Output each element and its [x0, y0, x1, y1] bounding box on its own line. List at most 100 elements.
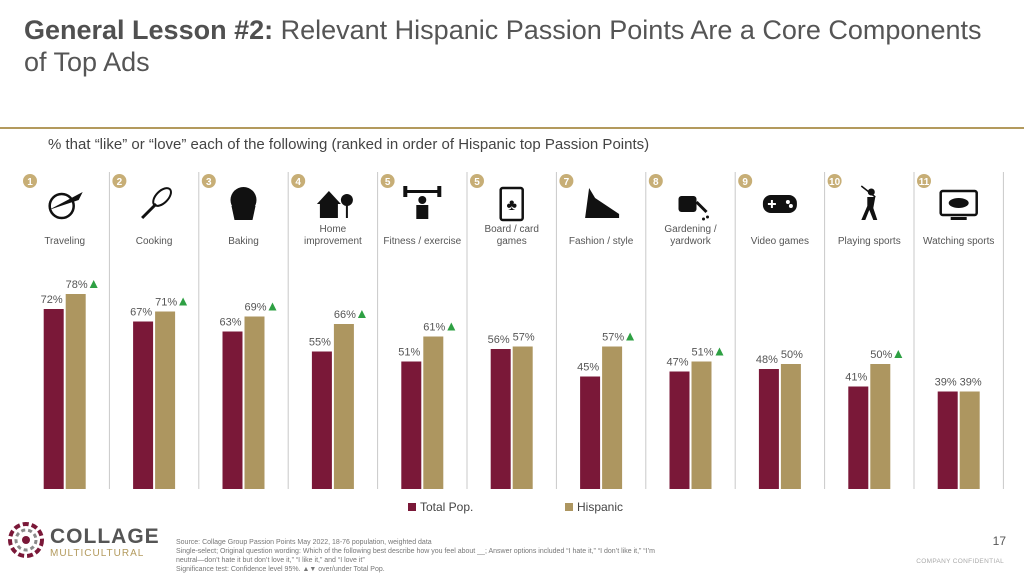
bar-hispanic — [691, 361, 712, 489]
bar-hispanic — [423, 336, 444, 489]
rank-number: 11 — [919, 177, 930, 188]
title-rest: Relevant Hispanic Passion Points Are a C… — [24, 15, 982, 77]
football-tv-icon — [939, 189, 978, 220]
globe-shape — [48, 192, 75, 220]
category-column: 9 Video games 48% 50% — [738, 172, 826, 489]
page-number: 17 — [992, 534, 1006, 548]
whisk-handle — [141, 202, 158, 220]
data-label-hispanic: 57% — [602, 332, 624, 344]
water-drop — [702, 217, 705, 221]
roof-shape — [316, 191, 341, 204]
source-line: Single-select; Original question wording… — [176, 548, 655, 555]
legend-label-total-pop: Total Pop. — [420, 500, 473, 514]
category-label: Fitness / exercise — [383, 236, 461, 247]
source-line: Significance test: Confidence level 95%.… — [176, 566, 385, 573]
plate-right — [437, 186, 442, 197]
source-line: neutral—don’t hate it but don’t love it,… — [176, 557, 365, 564]
bar-total-pop — [937, 391, 958, 489]
muffin-icon — [230, 187, 257, 220]
significance-up-arrow — [89, 280, 98, 288]
chart-legend: Total Pop. Hispanic — [408, 500, 623, 514]
bar-total-pop — [401, 361, 422, 489]
can-body — [678, 196, 697, 212]
football-shape — [948, 198, 969, 208]
category-label: Playing sports — [838, 236, 901, 247]
bar-total-pop — [669, 371, 690, 489]
water-drop — [706, 215, 709, 219]
category-label: Fashion / style — [569, 236, 634, 247]
category-label: Baking — [228, 236, 259, 247]
bar-hispanic — [65, 294, 86, 489]
gamepad-icon — [762, 195, 797, 213]
category-column: 10 Playing sports 41%50% — [827, 172, 915, 489]
bar-hispanic — [602, 346, 623, 489]
data-label-hispanic: 57% — [513, 332, 535, 344]
passion-points-chart: 1 Traveling 72%78% 2 Cooking 67%71% 3 Baking 63%… — [23, 172, 1004, 514]
category-column: 2 Cooking 67%71% — [112, 172, 200, 489]
rank-number: 5 — [474, 177, 480, 188]
rank-badge — [112, 174, 127, 188]
source-note: Source: Collage Group Passion Points May… — [176, 538, 816, 574]
travel-icon — [48, 192, 83, 220]
barbell — [405, 190, 440, 193]
significance-up-arrow — [715, 347, 724, 356]
category-label: improvement — [304, 236, 362, 247]
category-label: Watching sports — [923, 236, 994, 247]
data-label-total-pop: 39% — [935, 377, 957, 389]
significance-up-arrow — [179, 297, 188, 306]
muffin-cup — [231, 206, 256, 220]
tree-trunk — [345, 204, 348, 218]
club-glyph: ♣ — [506, 197, 517, 214]
golfer-body — [861, 197, 878, 220]
data-label-total-pop: 48% — [756, 354, 778, 366]
dpad-v — [770, 200, 773, 208]
can-spout — [695, 200, 708, 214]
legend-label-hispanic: Hispanic — [577, 500, 623, 514]
logo-subtext: MULTICULTURAL — [50, 548, 145, 559]
shoe-shape — [585, 188, 620, 218]
data-label-hispanic: 61% — [423, 322, 445, 334]
bar-hispanic — [244, 316, 265, 489]
chart-subtitle: % that “like” or “love” each of the foll… — [48, 136, 650, 153]
bar-total-pop — [133, 321, 154, 489]
category-label: yardwork — [670, 236, 712, 247]
data-label-hispanic: 69% — [244, 302, 266, 314]
rank-number: 8 — [653, 177, 659, 188]
logo-text: COLLAGE — [50, 525, 160, 548]
bar-total-pop — [848, 386, 869, 489]
data-label-total-pop: 45% — [577, 362, 599, 374]
rank-number: 10 — [829, 177, 841, 188]
body — [416, 205, 429, 219]
category-label: Cooking — [136, 236, 173, 247]
category-column: 8 Gardening /yardwork 47%51% — [648, 172, 736, 489]
house-body — [319, 204, 338, 218]
category-label: Traveling — [44, 236, 85, 247]
golfer-icon — [860, 185, 878, 220]
data-label-total-pop: 72% — [41, 294, 63, 306]
bar-total-pop — [222, 331, 243, 489]
title-bold: General Lesson #2: — [24, 15, 274, 45]
whisk-icon — [141, 187, 172, 220]
bar-total-pop — [43, 309, 64, 489]
card-shape — [499, 186, 524, 222]
data-label-total-pop: 63% — [219, 317, 241, 329]
golfer-head — [867, 188, 875, 196]
rank-badge — [470, 174, 484, 188]
bar-hispanic — [333, 324, 354, 489]
category-label: Board / card — [484, 224, 538, 235]
rank-number: 7 — [564, 177, 570, 188]
rank-number: 3 — [206, 177, 212, 188]
significance-up-arrow — [894, 350, 903, 358]
category-column: 7 Fashion / style 45% 57% — [559, 172, 647, 489]
tv-screen — [939, 189, 978, 217]
data-label-total-pop: 56% — [488, 334, 510, 346]
rank-number: 2 — [117, 177, 123, 188]
golf-club — [860, 185, 876, 198]
category-column: 3 Baking 63%69% — [201, 172, 289, 489]
data-label-total-pop: 55% — [309, 337, 331, 349]
rank-badge — [201, 174, 216, 188]
rank-number: 5 — [385, 177, 391, 188]
rank-badge — [559, 174, 574, 188]
data-label-hispanic: 50% — [870, 349, 892, 361]
